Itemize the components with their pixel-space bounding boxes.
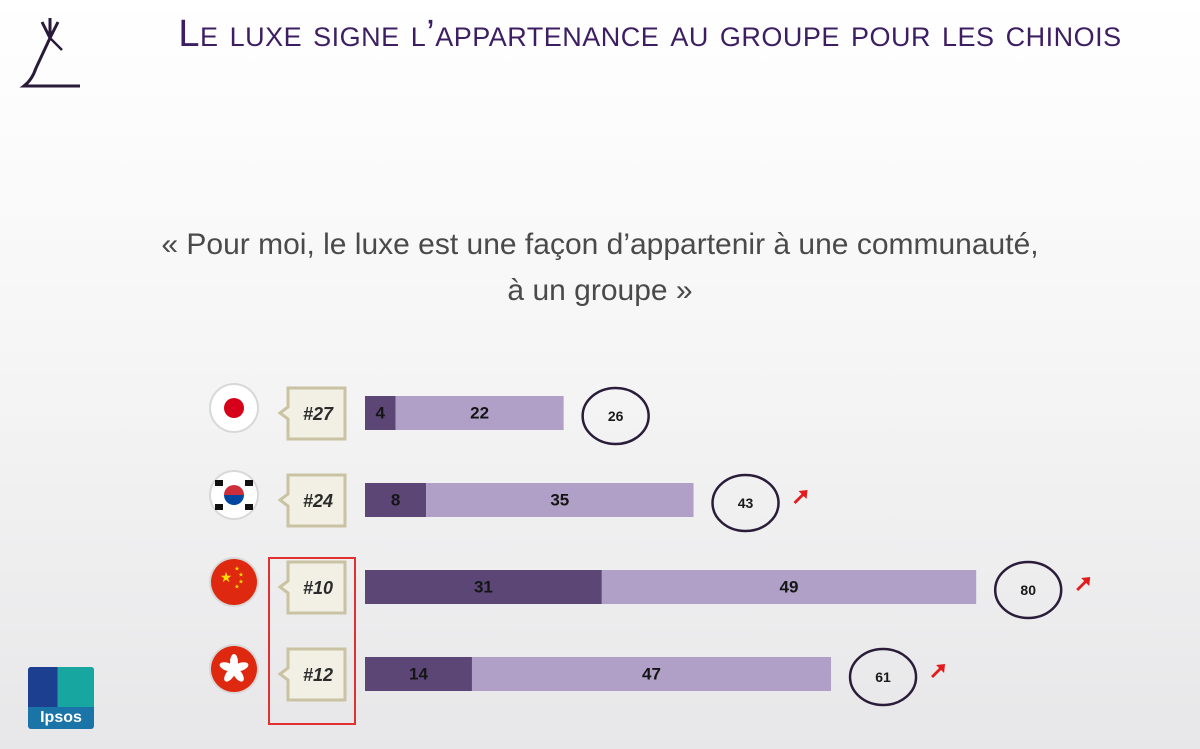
bar-segment-light <box>601 570 977 604</box>
svg-text:★: ★ <box>238 572 243 579</box>
total-circle <box>993 560 1063 620</box>
total-value: 26 <box>608 408 624 424</box>
japan-flag-icon <box>209 383 259 433</box>
bar-value-light: 47 <box>642 665 661 684</box>
rank-label: #27 <box>303 404 334 424</box>
total-value: 61 <box>875 669 891 685</box>
svg-text:★: ★ <box>234 584 239 591</box>
rank-label: #10 <box>303 578 333 598</box>
ipsos-logo: Ipsos <box>28 667 94 729</box>
rank-tag: #24 <box>277 473 347 528</box>
bar-segment-dark <box>365 396 396 430</box>
quote: « Pour moi, le luxe est une façon d’appa… <box>100 222 1100 314</box>
bar-value-dark: 31 <box>474 578 493 597</box>
total-circle <box>711 473 780 533</box>
svg-text:★: ★ <box>238 579 243 586</box>
trend-arrow-icon <box>1076 577 1091 591</box>
page-title: Le luxe signe l’appartenance au groupe p… <box>178 13 1122 55</box>
bar-value-light: 35 <box>550 491 569 510</box>
bar-value-dark: 8 <box>391 491 400 510</box>
bar-value-dark: 14 <box>409 665 428 684</box>
total-value: 80 <box>1020 582 1036 598</box>
quote-line-1: « Pour moi, le luxe est une façon d’appa… <box>161 228 1039 261</box>
bar-segment-light <box>471 657 832 691</box>
quote-line-2: à un groupe » <box>507 274 693 307</box>
trend-arrow-icon <box>793 490 808 504</box>
bar-value-light: 49 <box>780 578 799 597</box>
bar-value-dark: 4 <box>376 404 386 423</box>
bar-segment-dark <box>365 657 472 691</box>
korea-flag-icon <box>209 470 259 520</box>
svg-text:★: ★ <box>220 570 233 586</box>
total-value: 43 <box>738 495 754 511</box>
trend-arrow-icon <box>931 664 946 678</box>
bar-segment-light <box>395 396 564 430</box>
rank-tag: #27 <box>277 386 347 441</box>
bar-value-light: 22 <box>470 404 489 423</box>
ipsos-logo-text: Ipsos <box>40 709 82 726</box>
total-circle <box>581 386 650 446</box>
bar-segment-dark <box>365 483 427 517</box>
hong-kong-flag-icon <box>209 644 259 694</box>
rank-label: #24 <box>303 491 333 511</box>
bar-segment-dark <box>365 570 602 604</box>
china-flag-icon: ★★★★★ <box>209 557 259 607</box>
bar-segment-light <box>426 483 694 517</box>
svg-text:★: ★ <box>234 566 239 573</box>
total-circle <box>848 647 918 707</box>
logo-mark-icon <box>19 18 80 88</box>
highlight-box <box>268 557 356 725</box>
ipsos-logo-band <box>28 667 94 707</box>
rank-label: #12 <box>303 665 333 685</box>
rank-tag: #12 <box>277 647 347 702</box>
rank-tag: #10 <box>277 560 347 615</box>
